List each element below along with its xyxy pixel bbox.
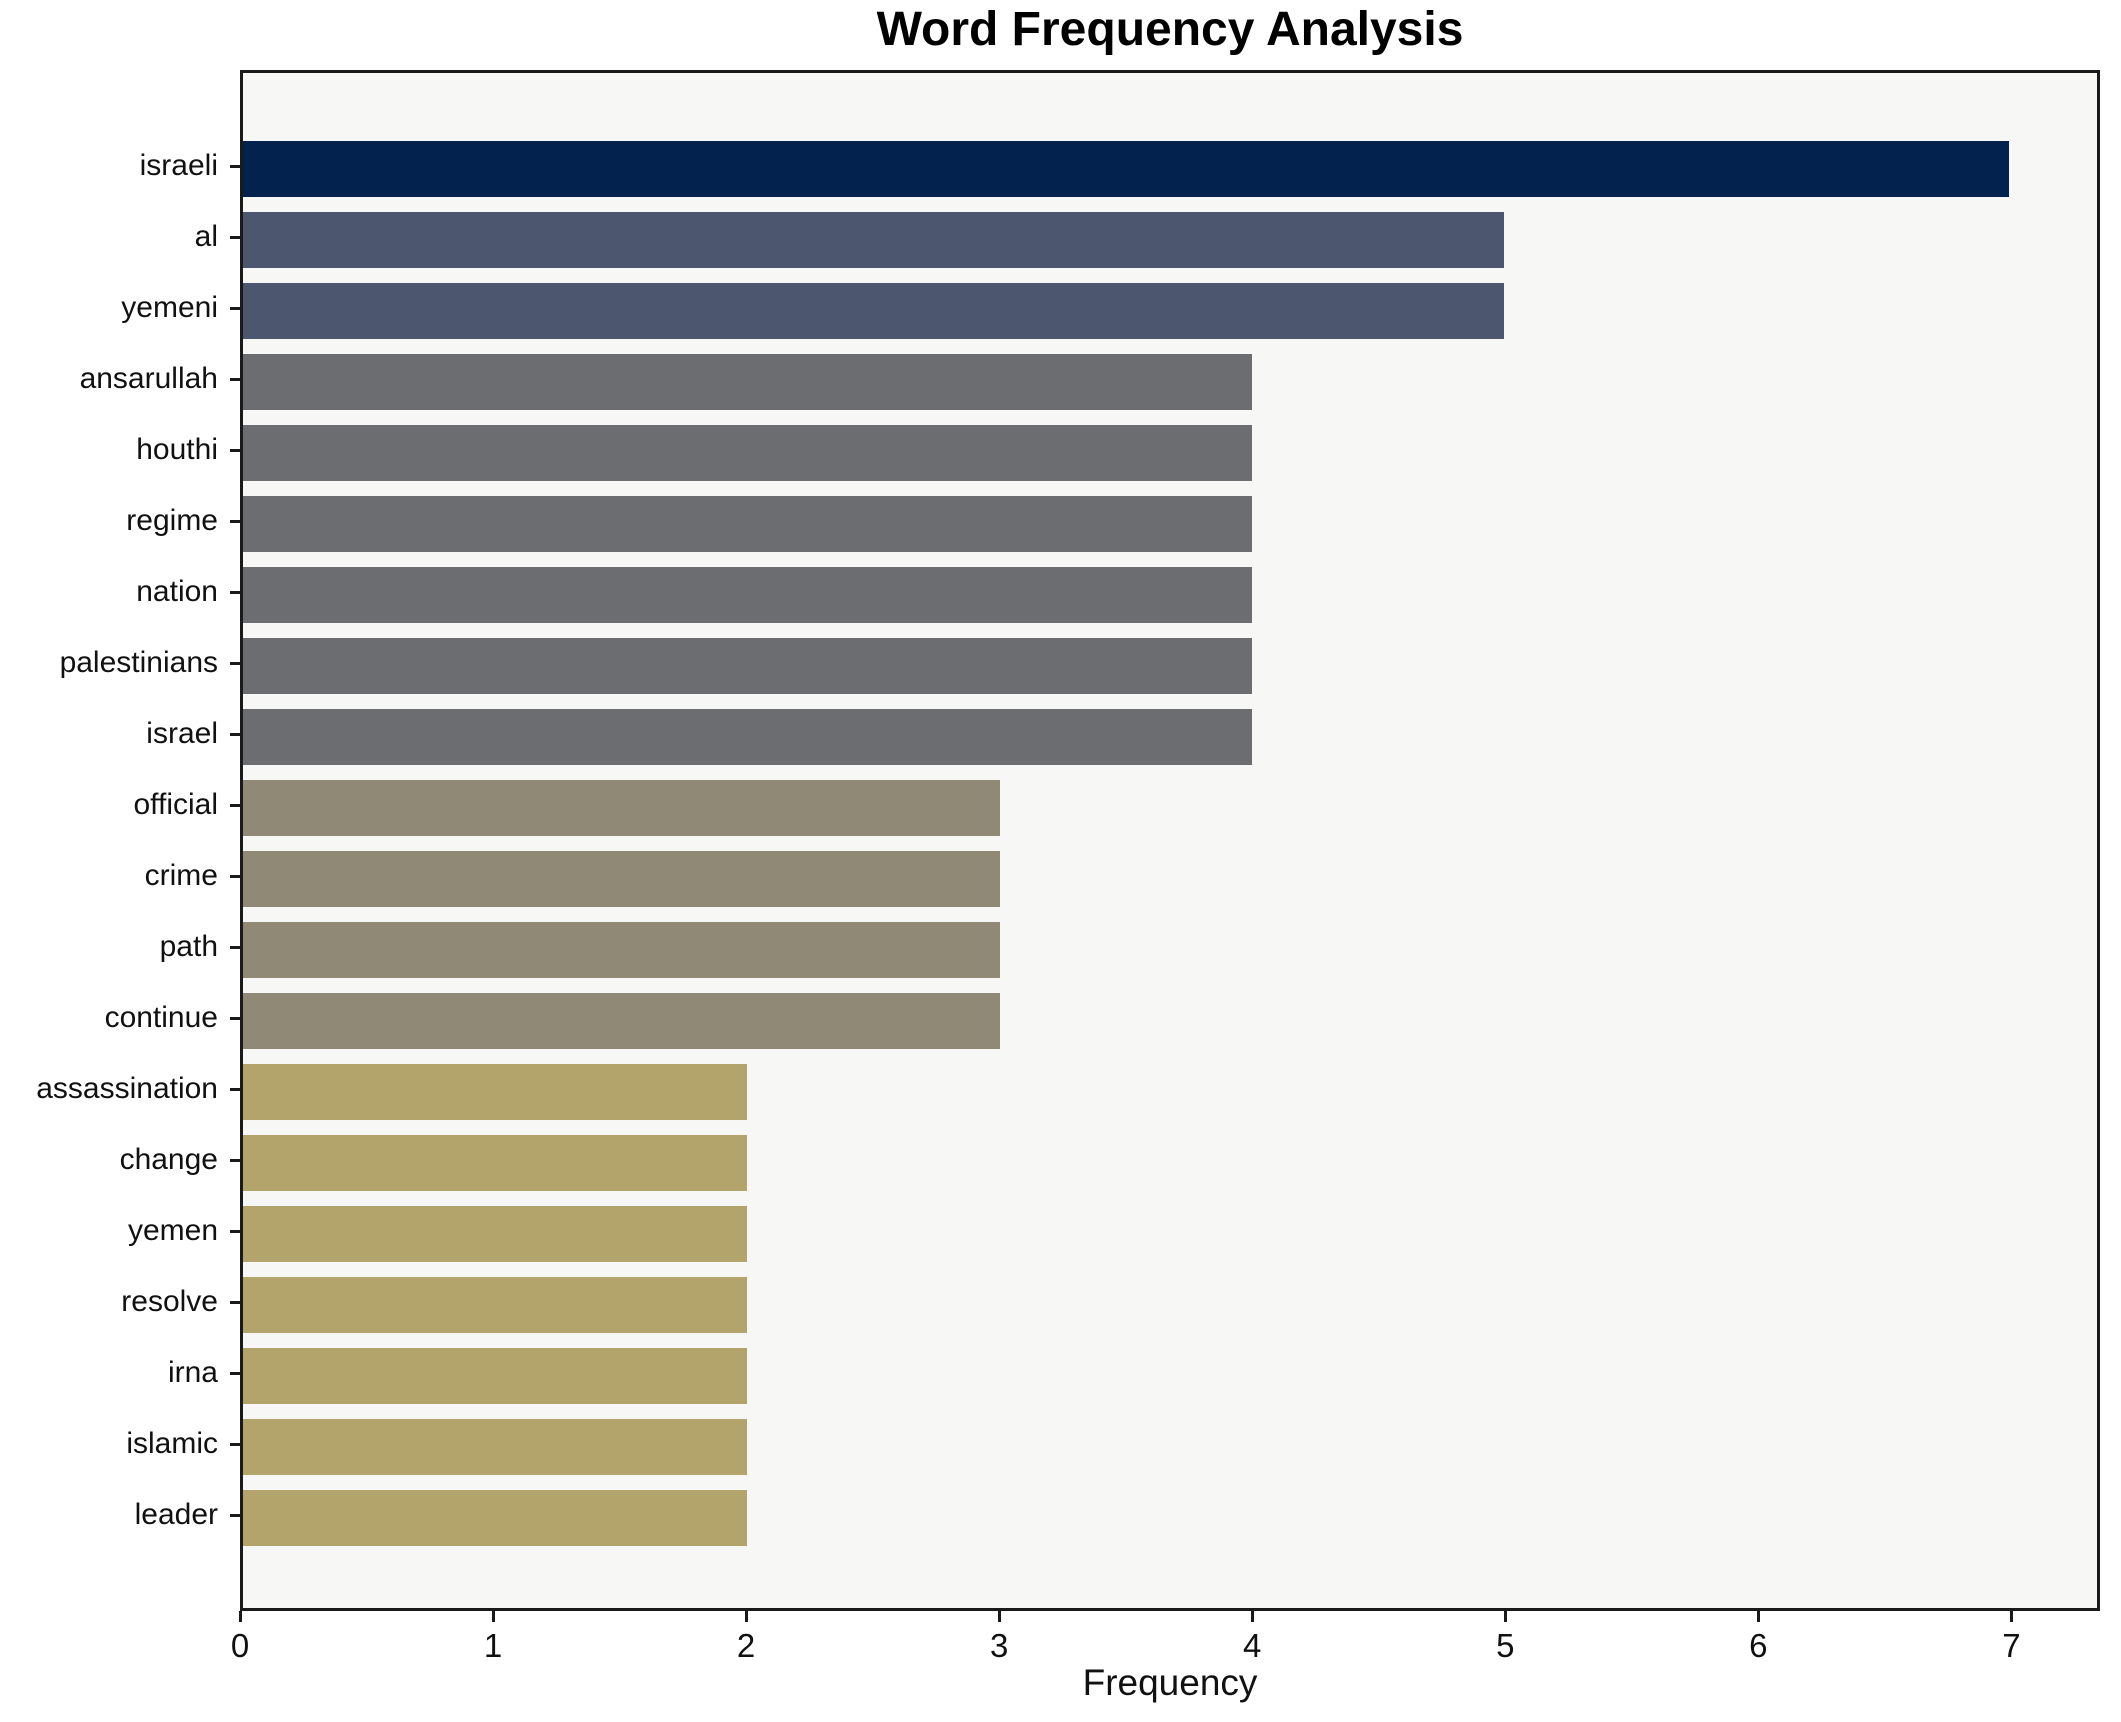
bar (243, 922, 1000, 978)
y-tick-label: change (119, 1143, 218, 1176)
bar (243, 780, 1000, 836)
x-tick-label: 5 (1496, 1627, 1515, 1664)
y-tick-mark (230, 1017, 240, 1020)
x-tick-mark (1757, 1611, 1761, 1622)
bar (243, 638, 1252, 694)
y-tick-mark (230, 307, 240, 310)
y-tick-mark (230, 520, 240, 523)
x-tick-label: 6 (1749, 1627, 1768, 1664)
y-tick-mark (230, 662, 240, 665)
x-tick-mark (745, 1611, 749, 1622)
x-tick-label: 4 (1243, 1627, 1262, 1664)
bar (243, 567, 1252, 623)
x-tick-mark (1251, 1611, 1255, 1622)
y-tick-label: yemen (127, 1214, 218, 1247)
y-tick-mark (230, 1372, 240, 1375)
y-tick-mark (230, 1443, 240, 1446)
x-tick-label: 7 (2002, 1627, 2021, 1664)
y-tick-label: crime (144, 859, 218, 892)
y-tick-mark (230, 1159, 240, 1162)
x-tick-mark (239, 1611, 242, 1622)
y-tick-label: irna (167, 1356, 218, 1389)
y-tick-mark (230, 804, 240, 807)
y-tick-label: path (159, 930, 218, 963)
bar (243, 141, 2009, 197)
y-tick-mark (230, 1514, 240, 1517)
y-tick-label: continue (104, 1001, 218, 1034)
y-tick-label: official (133, 788, 219, 821)
y-tick-label: israeli (139, 149, 218, 182)
bar (243, 1206, 748, 1262)
y-tick-mark (230, 1230, 240, 1233)
y-tick-label: regime (126, 504, 218, 537)
y-tick-label: houthi (136, 433, 218, 466)
bar (243, 1490, 748, 1546)
x-tick-label: 3 (989, 1627, 1009, 1664)
bar (243, 1277, 748, 1333)
bar (243, 283, 1505, 339)
bar (243, 709, 1252, 765)
bar (243, 993, 1000, 1049)
x-tick-label: 1 (483, 1627, 503, 1664)
y-tick-label: al (194, 220, 218, 253)
y-tick-label: nation (136, 575, 218, 608)
y-tick-mark (230, 236, 240, 239)
y-tick-mark (230, 1301, 240, 1304)
y-tick-label: islamic (126, 1427, 218, 1460)
bar (243, 1348, 748, 1404)
y-tick-mark (230, 591, 240, 594)
x-tick-mark (2010, 1611, 2014, 1622)
y-tick-label: ansarullah (79, 362, 218, 395)
y-tick-mark (230, 875, 240, 878)
y-tick-mark (230, 946, 240, 949)
bar (243, 1135, 748, 1191)
x-tick-label: 2 (736, 1627, 756, 1664)
y-tick-label: resolve (121, 1285, 218, 1318)
bar (243, 1419, 748, 1475)
y-tick-mark (230, 733, 240, 736)
x-tick-mark (1504, 1611, 1508, 1622)
y-tick-label: leader (134, 1498, 218, 1531)
x-tick-label: 0 (230, 1627, 250, 1664)
y-tick-mark (230, 378, 240, 381)
bar (243, 425, 1252, 481)
chart-title: Word Frequency Analysis (876, 3, 1464, 56)
y-tick-label: yemeni (121, 291, 218, 324)
y-tick-mark (230, 449, 240, 452)
bar (243, 212, 1505, 268)
y-tick-label: palestinians (59, 646, 218, 679)
y-tick-mark (230, 1088, 240, 1091)
y-tick-mark (230, 165, 240, 168)
plot-area (240, 70, 2100, 1611)
x-axis-title: Frequency (1082, 1662, 1258, 1703)
bar (243, 851, 1000, 907)
bar (243, 1064, 748, 1120)
bar (243, 354, 1252, 410)
y-tick-label: assassination (36, 1072, 218, 1105)
x-tick-mark (998, 1611, 1002, 1622)
y-tick-label: israel (146, 717, 218, 750)
bar (243, 496, 1252, 552)
x-tick-mark (492, 1611, 496, 1622)
